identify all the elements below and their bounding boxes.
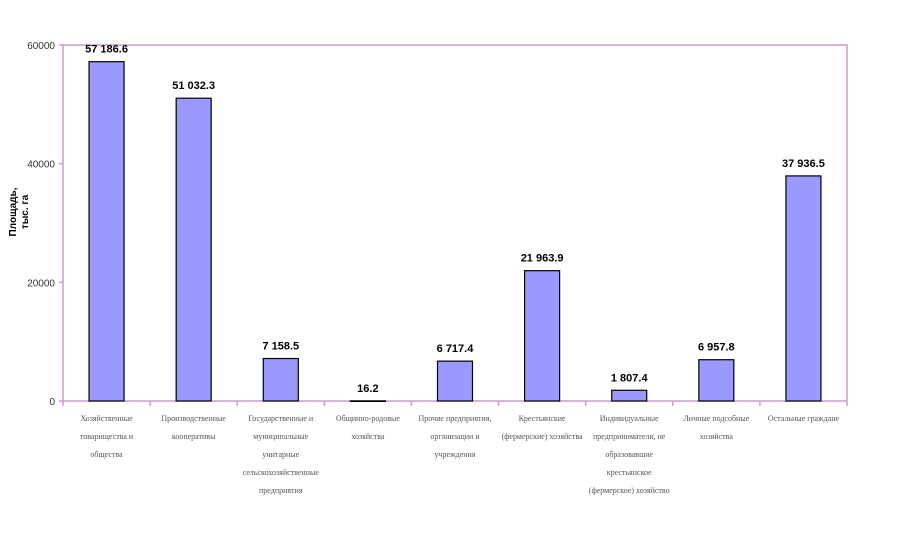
bar-value-label: 37 936.5 — [782, 158, 825, 170]
x-category-label: Государственные и муниципальные унитарны… — [242, 414, 319, 495]
bar-value-label: 57 186.6 — [85, 44, 128, 56]
bar-value-label: 7 158.5 — [262, 341, 299, 353]
x-category-label: Личные подсобные хозяйства — [683, 414, 750, 441]
bar — [88, 61, 125, 402]
bar — [175, 97, 212, 402]
bar-value-label: 21 963.9 — [521, 253, 564, 265]
x-category-label: Прочие предприятия, организации и учрежд… — [418, 414, 492, 459]
y-tick-label: 60000 — [27, 41, 55, 52]
bar — [698, 359, 735, 402]
x-category-label: Индивидуальные предприниматели, не образ… — [588, 414, 670, 495]
bar-value-label: 16.2 — [357, 383, 378, 395]
bar-value-label: 6 957.8 — [698, 342, 735, 354]
bar — [436, 360, 474, 402]
y-tick-label: 40000 — [27, 160, 55, 171]
bar — [524, 270, 561, 402]
y-tick-label: 0 — [49, 397, 55, 408]
bar-value-label: 1 807.4 — [611, 372, 649, 384]
bar — [785, 175, 822, 402]
bar — [611, 389, 648, 402]
x-category-label: Хозяйственные товарищества и общества — [79, 414, 134, 459]
x-category-label: Производственные кооперативы — [161, 414, 226, 441]
x-category-label: Крестьянские (фермерские) хозяйства — [501, 414, 583, 441]
x-category-label: Общинно-родовые хозяйства — [335, 414, 400, 441]
x-category-label: Остальные граждане — [767, 414, 840, 423]
y-axis-label: Площадь,тыс. га — [8, 187, 31, 236]
y-tick-label: 20000 — [27, 278, 55, 289]
bar — [349, 400, 386, 403]
bar-value-label: 51 032.3 — [172, 80, 215, 92]
bar — [262, 357, 299, 402]
bar-value-label: 6 717.4 — [437, 343, 475, 355]
